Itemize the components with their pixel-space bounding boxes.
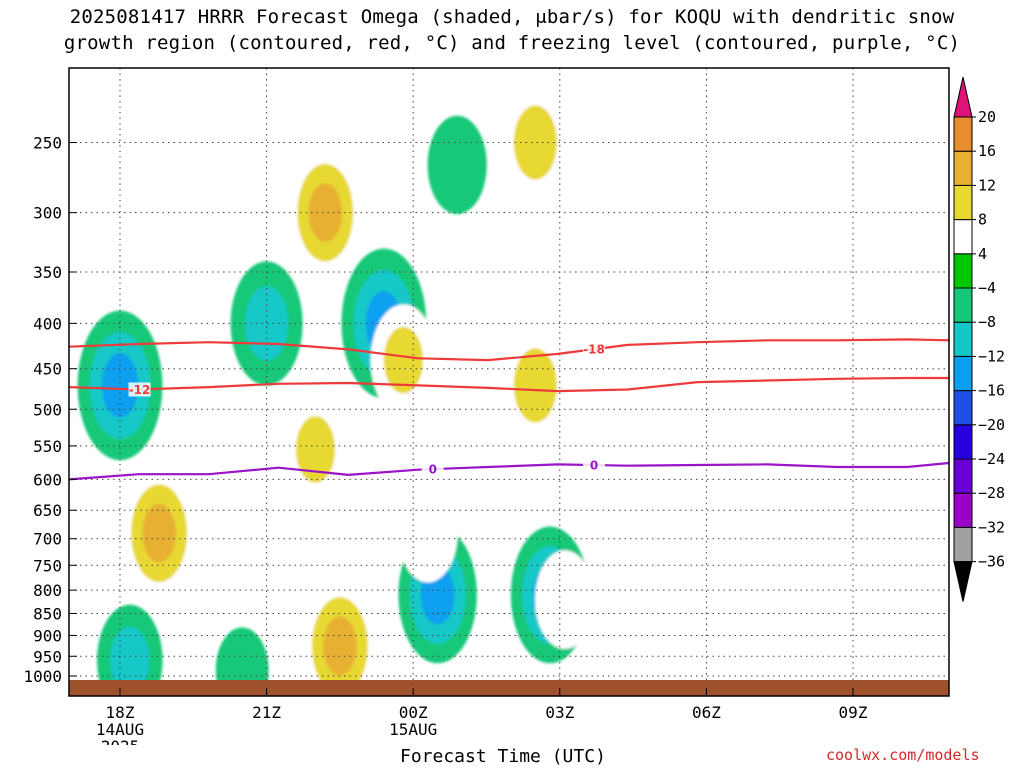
y-tick-label-650: 650 (33, 501, 62, 520)
y-tick-label-700: 700 (33, 530, 62, 549)
x-tick-label-00Z: 00Z (399, 703, 428, 722)
colorbar-label--32: −32 (978, 518, 1005, 536)
omega-cell-10-level-1 (513, 105, 557, 180)
omega-cell-18-level-0 (725, 233, 785, 333)
colorbar: −36 −32 −28 −24 −20 −16 −12 −8 −4 4 8 12 16 20 (953, 76, 1005, 602)
y-tick-label-550: 550 (33, 437, 62, 456)
omega-cell-13-level-1 (295, 416, 336, 483)
y-tick-label-800: 800 (33, 581, 62, 600)
colorbar-segment--8 (953, 287, 973, 323)
omega-cell-19-level-0 (702, 452, 759, 545)
y-tick-label-850: 850 (33, 604, 62, 623)
omega-cell-15-level-0 (398, 484, 458, 583)
colorbar-label--36: −36 (978, 553, 1005, 571)
omega-cell-3-level-0 (427, 115, 487, 215)
omega-cell-0-level-2 (101, 353, 139, 418)
omega-cell-1-level-1 (245, 286, 289, 361)
contour-labels: -18-18-12-12000 (128, 342, 606, 477)
y-tick-label-350: 350 (33, 263, 62, 282)
omega-cross-section-chart: -18-18-12-12000 250300350400450500550600… (23, 67, 1005, 745)
colorbar-label--4: −4 (978, 279, 996, 297)
terrain-strip (69, 680, 949, 696)
x-tick-year-18Z: 2025 (101, 737, 140, 745)
colorbar-segment--32 (953, 492, 973, 528)
colorbar-segment--4 (953, 253, 973, 289)
colorbar-top-arrow (953, 76, 973, 118)
colorbar-label-16: 16 (978, 142, 996, 160)
x-tick-label-21Z: 21Z (252, 703, 281, 722)
omega-cell-9-level-2 (308, 183, 343, 242)
colorbar-label--24: −24 (978, 450, 1005, 468)
contour-label--18-0: -18 (583, 343, 605, 357)
y-tick-label-300: 300 (33, 204, 62, 223)
contour-label-0-1: 0 (590, 459, 598, 473)
y-tick-label-500: 500 (33, 400, 62, 419)
colorbar-segment--16 (953, 355, 973, 392)
y-tick-label-250: 250 (33, 134, 62, 153)
colorbar-segment--24 (953, 424, 973, 460)
colorbar-label--28: −28 (978, 484, 1005, 502)
omega-cell-16-level-2 (323, 616, 357, 676)
colorbar-segment--12 (953, 321, 973, 357)
y-tick-label-950: 950 (33, 647, 62, 666)
contour-line--18 (69, 338, 949, 362)
chart-title-line-1: 2025081417 HRRR Forecast Omega (shaded, … (69, 6, 955, 28)
colorbar-label-8: 8 (978, 211, 987, 229)
temperature-contours (69, 338, 949, 481)
colorbar-label-4: 4 (978, 245, 987, 263)
omega-cell-17-level-0 (535, 550, 595, 649)
credit-text: coolwx.com/models (826, 746, 980, 764)
y-tick-label-400: 400 (33, 314, 62, 333)
y-tick-label-750: 750 (33, 556, 62, 575)
x-tick-date-00Z: 15AUG (389, 720, 437, 739)
x-tick-label-09Z: 09Z (839, 703, 868, 722)
colorbar-segment--28 (953, 458, 973, 494)
colorbar-segment-16 (953, 116, 973, 152)
x-tick-label-18Z: 18Z (106, 703, 135, 722)
contour-label--12-0: -12 (129, 383, 151, 397)
x-axis-label: Forecast Time (UTC) (400, 746, 606, 767)
y-tick-label-900: 900 (33, 626, 62, 645)
omega-cell-12-level-1 (513, 348, 557, 423)
contour-label-bg-0-1 (583, 458, 606, 473)
grid-lines (69, 68, 949, 696)
colorbar-label-12: 12 (978, 176, 996, 194)
colorbar-segment-12 (953, 150, 973, 186)
colorbar-label--20: −20 (978, 416, 1005, 434)
contour-label-0-0: 0 (429, 463, 437, 477)
colorbar-label--12: −12 (978, 347, 1005, 365)
contour-label-bg--18-0 (583, 342, 606, 357)
plot-frame (68, 67, 950, 697)
y-axis: 250 300 350 400 450 500 550 600 650 700 750 800 850 9… (23, 134, 77, 686)
colorbar-label--16: −16 (978, 382, 1005, 400)
colorbar-segment-4 (953, 219, 973, 255)
omega-cell-4-level-1 (110, 626, 150, 694)
x-tick-date-18Z: 14AUG (96, 720, 144, 739)
x-tick-label-03Z: 03Z (545, 703, 574, 722)
chart-title-line-2: growth region (contoured, red, °C) and f… (63, 32, 961, 54)
y-tick-label-600: 600 (33, 470, 62, 489)
colorbar-segment-8 (953, 184, 973, 221)
colorbar-label-20: 20 (978, 108, 996, 126)
colorbar-segment--20 (953, 390, 973, 426)
x-tick-label-06Z: 06Z (692, 703, 721, 722)
contour-label-bg--12-0 (128, 382, 151, 397)
omega-cell-5-level-0 (215, 627, 269, 696)
omega-cell-14-level-2 (142, 503, 176, 563)
colorbar-segment--36 (953, 526, 973, 563)
colorbar-label--8: −8 (978, 313, 996, 331)
contour-line-0 (69, 461, 949, 481)
colorbar-bottom-arrow (953, 561, 973, 602)
contour-line--12 (69, 376, 949, 393)
y-tick-label-1000: 1000 (23, 667, 62, 686)
omega-cell-8-level-0 (90, 68, 150, 134)
contour-label-bg-0-0 (421, 462, 444, 477)
y-tick-label-450: 450 (33, 360, 62, 379)
omega-shading (77, 68, 785, 696)
